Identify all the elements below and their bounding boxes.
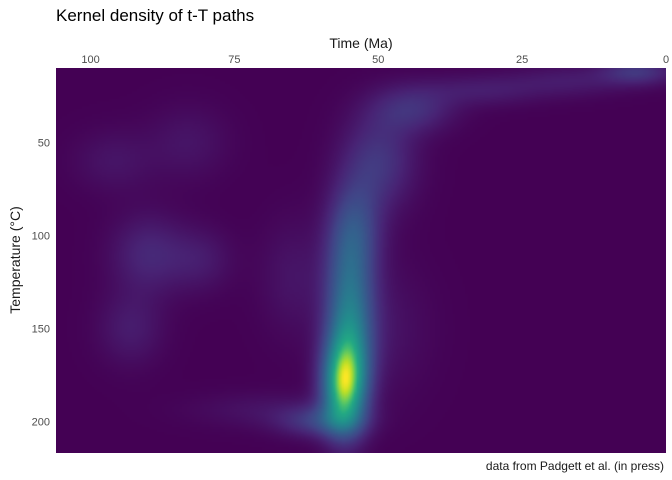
y-tick-label: 100	[32, 230, 50, 242]
y-tick-label: 150	[32, 323, 50, 335]
y-axis-title: Temperature (°C)	[7, 206, 23, 314]
chart-caption: data from Padgett et al. (in press)	[485, 459, 664, 473]
x-tick-label: 100	[81, 54, 99, 66]
x-tick-label: 25	[516, 54, 528, 66]
x-axis-title: Time (Ma)	[329, 35, 392, 51]
density-surface	[56, 68, 666, 453]
x-tick-label: 50	[372, 54, 384, 66]
x-tick-label: 0	[663, 54, 669, 66]
x-axis: 100 75 50 25 0	[81, 54, 669, 66]
y-tick-label: 50	[38, 137, 50, 149]
y-axis: 50 100 150 200	[32, 137, 50, 428]
chart-title: Kernel density of t-T paths	[56, 6, 255, 25]
y-tick-label: 200	[32, 416, 50, 428]
x-tick-label: 75	[228, 54, 240, 66]
